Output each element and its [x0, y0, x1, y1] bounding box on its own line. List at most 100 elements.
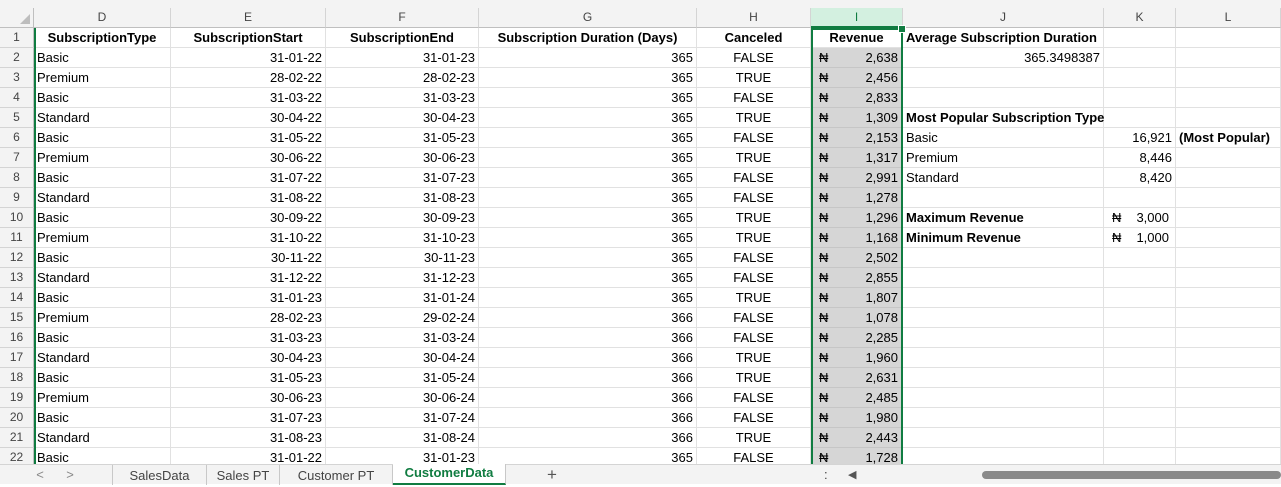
subscription-end-cell[interactable]: 30-11-23	[326, 248, 479, 268]
row-header[interactable]: 6	[0, 128, 34, 148]
fill-handle[interactable]	[898, 25, 906, 33]
summary-cell-l[interactable]	[1176, 108, 1281, 128]
subscription-type-cell[interactable]: Standard	[34, 268, 171, 288]
subscription-start-cell[interactable]: 30-09-22	[171, 208, 326, 228]
row-header[interactable]: 1	[0, 28, 34, 48]
row-header[interactable]: 8	[0, 168, 34, 188]
summary-cell-j[interactable]	[903, 248, 1104, 268]
subscription-type-cell[interactable]: Premium	[34, 148, 171, 168]
duration-cell[interactable]: 366	[479, 328, 697, 348]
summary-cell-l[interactable]	[1176, 268, 1281, 288]
column-header-l[interactable]: L	[1176, 8, 1281, 28]
subscription-start-cell[interactable]: 31-07-22	[171, 168, 326, 188]
summary-cell-l[interactable]	[1176, 188, 1281, 208]
summary-cell-l[interactable]	[1176, 148, 1281, 168]
summary-cell-k[interactable]	[1104, 268, 1176, 288]
duration-cell[interactable]: 366	[479, 428, 697, 448]
sheet-tab-sales-pt[interactable]: Sales PT	[207, 465, 280, 485]
subscription-start-cell[interactable]: 31-05-23	[171, 368, 326, 388]
subscription-start-cell[interactable]: 28-02-23	[171, 308, 326, 328]
summary-cell-k[interactable]	[1104, 68, 1176, 88]
summary-cell-j[interactable]	[903, 388, 1104, 408]
revenue-cell[interactable]: ₦ 1,168	[811, 228, 903, 248]
header-cell-g[interactable]: Subscription Duration (Days)	[479, 28, 697, 48]
subscription-start-cell[interactable]: 31-03-22	[171, 88, 326, 108]
row-header[interactable]: 2	[0, 48, 34, 68]
subscription-type-cell[interactable]: Basic	[34, 248, 171, 268]
summary-cell-l[interactable]	[1176, 308, 1281, 328]
column-header-h[interactable]: H	[697, 8, 811, 28]
duration-cell[interactable]: 365	[479, 288, 697, 308]
subscription-type-cell[interactable]: Basic	[34, 448, 171, 464]
duration-cell[interactable]: 365	[479, 148, 697, 168]
duration-cell[interactable]: 365	[479, 268, 697, 288]
subscription-type-cell[interactable]: Basic	[34, 408, 171, 428]
summary-cell-j[interactable]	[903, 288, 1104, 308]
summary-cell-k[interactable]	[1104, 348, 1176, 368]
subscription-end-cell[interactable]: 31-08-23	[326, 188, 479, 208]
revenue-cell[interactable]: ₦ 1,309	[811, 108, 903, 128]
summary-cell-k[interactable]	[1104, 48, 1176, 68]
scrollbar-thumb[interactable]	[982, 471, 1281, 479]
summary-cell-l[interactable]	[1176, 48, 1281, 68]
subscription-end-cell[interactable]: 31-01-23	[326, 448, 479, 464]
canceled-cell[interactable]: FALSE	[697, 448, 811, 464]
subscription-start-cell[interactable]: 28-02-22	[171, 68, 326, 88]
header-cell-i[interactable]: Revenue	[811, 28, 903, 48]
sheet-tab-customerdata[interactable]: CustomerData	[393, 464, 506, 485]
row-header[interactable]: 21	[0, 428, 34, 448]
subscription-type-cell[interactable]: Basic	[34, 88, 171, 108]
row-header[interactable]: 11	[0, 228, 34, 248]
canceled-cell[interactable]: TRUE	[697, 208, 811, 228]
subscription-type-cell[interactable]: Basic	[34, 328, 171, 348]
header-cell-e[interactable]: SubscriptionStart	[171, 28, 326, 48]
duration-cell[interactable]: 365	[479, 228, 697, 248]
row-header[interactable]: 17	[0, 348, 34, 368]
summary-cell-k[interactable]	[1104, 308, 1176, 328]
row-header[interactable]: 14	[0, 288, 34, 308]
summary-cell-k[interactable]	[1104, 288, 1176, 308]
summary-cell-k[interactable]: ₦ 1,000	[1104, 228, 1176, 248]
column-header-j[interactable]: J	[903, 8, 1104, 28]
canceled-cell[interactable]: TRUE	[697, 368, 811, 388]
summary-cell-j[interactable]	[903, 328, 1104, 348]
summary-cell-k[interactable]	[1104, 248, 1176, 268]
duration-cell[interactable]: 366	[479, 308, 697, 328]
subscription-end-cell[interactable]: 31-01-24	[326, 288, 479, 308]
summary-cell-l[interactable]	[1176, 428, 1281, 448]
canceled-cell[interactable]: FALSE	[697, 408, 811, 428]
column-header-g[interactable]: G	[479, 8, 697, 28]
revenue-cell[interactable]: ₦ 2,638	[811, 48, 903, 68]
spreadsheet-grid[interactable]: D E F G H I J K L 1 SubscriptionType SubscriptionSt…	[0, 0, 1281, 464]
subscription-type-cell[interactable]: Standard	[34, 188, 171, 208]
subscription-end-cell[interactable]: 30-06-23	[326, 148, 479, 168]
summary-cell-l[interactable]: (Most Popular)	[1176, 128, 1281, 148]
subscription-end-cell[interactable]: 30-09-23	[326, 208, 479, 228]
subscription-end-cell[interactable]: 30-04-23	[326, 108, 479, 128]
header-cell-f[interactable]: SubscriptionEnd	[326, 28, 479, 48]
subscription-type-cell[interactable]: Basic	[34, 368, 171, 388]
more-options-icon[interactable]: :	[824, 467, 828, 482]
summary-cell-l[interactable]	[1176, 328, 1281, 348]
subscription-type-cell[interactable]: Premium	[34, 68, 171, 88]
canceled-cell[interactable]: TRUE	[697, 428, 811, 448]
subscription-end-cell[interactable]: 31-10-23	[326, 228, 479, 248]
revenue-cell[interactable]: ₦ 2,833	[811, 88, 903, 108]
subscription-end-cell[interactable]: 31-03-23	[326, 88, 479, 108]
subscription-end-cell[interactable]: 28-02-23	[326, 68, 479, 88]
row-header[interactable]: 19	[0, 388, 34, 408]
row-header[interactable]: 9	[0, 188, 34, 208]
summary-cell-k[interactable]	[1104, 108, 1176, 128]
subscription-start-cell[interactable]: 30-11-22	[171, 248, 326, 268]
summary-cell-j[interactable]	[903, 348, 1104, 368]
summary-cell-l[interactable]	[1176, 208, 1281, 228]
duration-cell[interactable]: 365	[479, 168, 697, 188]
summary-cell-j[interactable]: Premium	[903, 148, 1104, 168]
summary-cell-k[interactable]	[1104, 448, 1176, 464]
canceled-cell[interactable]: FALSE	[697, 188, 811, 208]
duration-cell[interactable]: 365	[479, 128, 697, 148]
revenue-cell[interactable]: ₦ 2,153	[811, 128, 903, 148]
revenue-cell[interactable]: ₦ 1,317	[811, 148, 903, 168]
row-header[interactable]: 20	[0, 408, 34, 428]
canceled-cell[interactable]: TRUE	[697, 148, 811, 168]
